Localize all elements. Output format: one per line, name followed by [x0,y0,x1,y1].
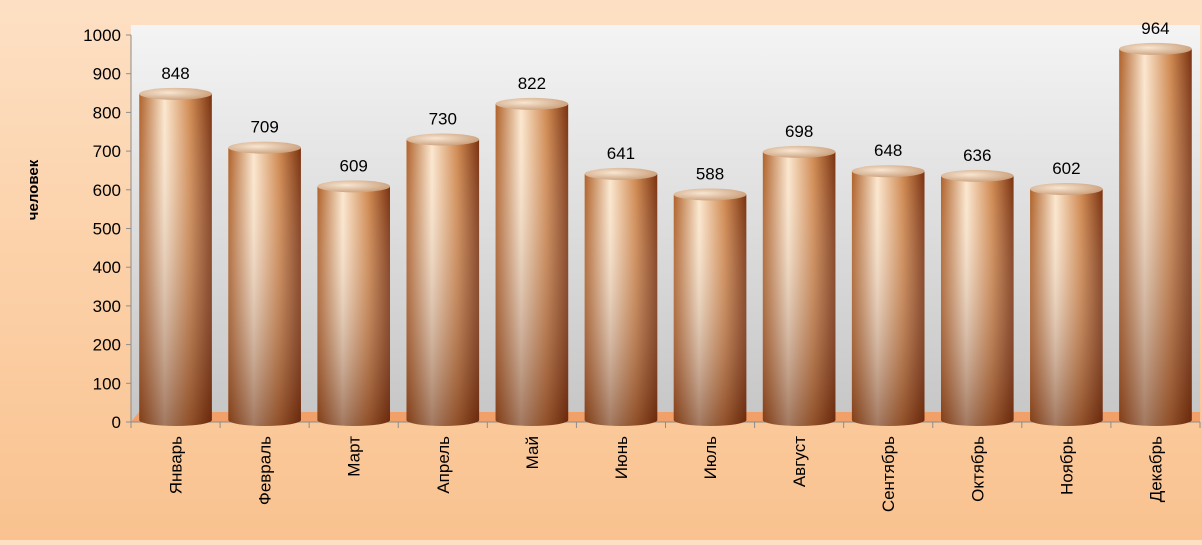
bar-shade [1119,48,1192,426]
bar-shade [851,171,925,426]
x-tick-label: Октябрь [968,436,987,502]
bar-shade [762,151,836,426]
data-label: 822 [518,74,546,93]
bar [228,141,301,426]
bar-shade [139,93,212,427]
bar-top [495,97,569,110]
data-label: 609 [340,156,368,175]
bar-shade [584,173,658,426]
bar-shade [317,186,391,426]
data-label: 602 [1052,159,1080,178]
y-tick-label: 800 [93,103,121,122]
data-label: 636 [963,146,991,165]
bar [584,167,658,426]
data-labels: 848 Январь 709 Февраль 609 Март 730 Апрель 822 Ма… [161,19,1169,512]
bar [940,169,1014,426]
bars [139,42,1192,427]
bar-shade [406,139,480,427]
data-label: 964 [1141,19,1169,38]
bar-top [673,188,747,201]
x-tick-label: Июнь [612,436,631,479]
bar-shade [940,175,1014,426]
data-label: 848 [161,64,189,83]
bar [139,87,212,427]
bar-shade [673,194,747,426]
data-label: 648 [874,141,902,160]
data-label: 730 [429,109,457,128]
axes: 0 100 200 300 400 500 600 700 800 900 1000 [83,26,1201,432]
bar [1030,183,1103,427]
x-tick-label: Ноябрь [1057,436,1076,495]
bar-shade [495,103,569,427]
data-label: 641 [607,144,635,163]
bar [762,145,836,426]
bar [406,133,480,427]
bar-top [1030,183,1103,196]
bar-top [139,87,212,100]
y-axis-label: человек [25,159,42,220]
bar [851,165,925,426]
bar-shade [228,147,301,426]
x-tick-label: Апрель [434,436,453,494]
bar-top [762,145,836,158]
plot-floor [131,412,1200,422]
x-tick-label: Май [523,436,542,469]
x-tick-label: Январь [167,436,186,494]
y-tick-label: 200 [93,336,121,355]
x-tick-label: Февраль [256,436,275,505]
bar [317,180,391,426]
y-tick-label: 400 [93,258,121,277]
bar-top [406,133,480,146]
x-tick-label: Сентябрь [879,436,898,512]
y-tick-label: 0 [112,413,121,432]
bar [1119,42,1192,426]
bar [673,188,747,426]
y-tick-label: 500 [93,220,121,239]
y-tick-label: 1000 [83,26,121,45]
y-tick-label: 700 [93,142,121,161]
y-tick-label: 100 [93,374,121,393]
y-tick-label: 600 [93,181,121,200]
y-tick-label: 900 [93,65,121,84]
x-tick-label: Декабрь [1146,436,1165,502]
bar-top [940,169,1014,182]
bar-top [228,141,301,154]
bar-shade [1030,189,1103,427]
bar-top [1119,42,1192,55]
data-label: 588 [696,164,724,183]
bar-top [851,165,925,178]
bar [495,97,569,427]
bar-top [317,180,391,193]
x-tick-label: Август [790,436,809,487]
x-tick-label: Март [345,436,364,477]
bar-top [584,167,658,180]
y-tick-label: 300 [93,297,121,316]
data-label: 709 [250,118,278,137]
data-label: 698 [785,122,813,141]
plot-background [131,25,1200,422]
plot-area [131,25,1200,422]
x-tick-label: Июль [701,436,720,480]
